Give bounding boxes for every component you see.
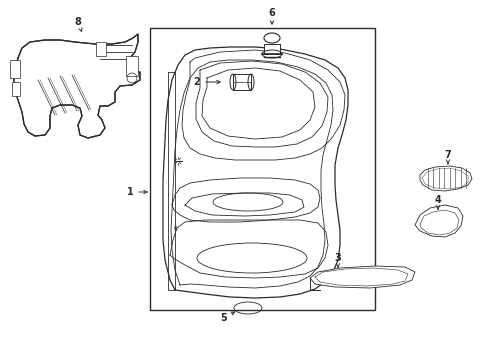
Bar [96, 42, 106, 56]
Text: R: R [173, 225, 177, 230]
Text: 2: 2 [193, 77, 200, 87]
Bar [126, 56, 138, 76]
Text: 1: 1 [126, 187, 133, 197]
Bar [264, 44, 280, 54]
Polygon shape [419, 166, 471, 191]
Polygon shape [309, 266, 414, 288]
Text: 6: 6 [268, 8, 275, 18]
Text: 7: 7 [444, 150, 450, 160]
Text: 5: 5 [220, 313, 227, 323]
Polygon shape [14, 34, 140, 138]
Bar [232, 74, 250, 90]
Bar [150, 28, 374, 310]
Polygon shape [414, 205, 462, 237]
Bar [12, 82, 20, 96]
Text: 3: 3 [334, 253, 341, 263]
Bar [10, 60, 20, 78]
Text: 8: 8 [74, 17, 81, 27]
Text: 4: 4 [434, 195, 441, 205]
